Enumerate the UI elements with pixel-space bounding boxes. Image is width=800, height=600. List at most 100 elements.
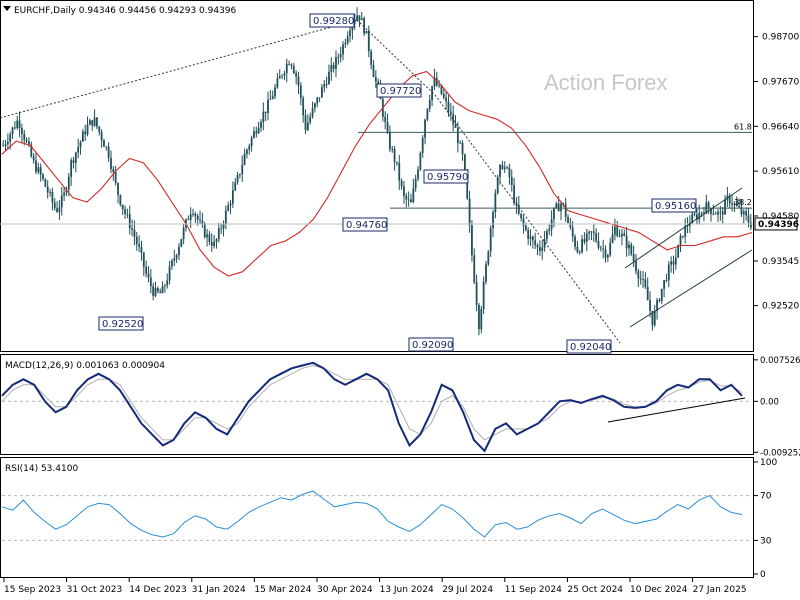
date-tick-label: 15 Mar 2024: [254, 585, 311, 595]
candle-body: [318, 97, 321, 99]
candle-body: [35, 160, 37, 172]
candle-body: [461, 142, 464, 155]
candle-body: [37, 167, 40, 172]
candle-body: [23, 133, 26, 140]
candle-body: [431, 86, 433, 101]
candle-body: [421, 137, 424, 154]
price-label-text: 0.99280: [313, 16, 354, 27]
candle-body: [107, 146, 110, 158]
price-label-box: [566, 339, 612, 354]
candle-body: [370, 51, 373, 65]
candle-body: [180, 238, 183, 247]
candle-body: [599, 247, 602, 249]
candle-body: [283, 73, 286, 76]
candle-body: [285, 63, 288, 74]
candle-body: [365, 30, 368, 34]
candle-body: [323, 84, 326, 88]
candle-body: [628, 244, 630, 249]
candle-body: [649, 300, 651, 311]
date-tick-label: 29 Jul 2024: [442, 585, 493, 595]
candle-body: [222, 224, 225, 229]
candle-body: [274, 87, 276, 97]
candle-body: [717, 211, 719, 215]
candle-body: [248, 146, 251, 150]
candle-body: [156, 288, 159, 292]
candle-body: [609, 242, 612, 256]
candle-body: [103, 140, 105, 147]
header-marker-icon: [3, 6, 11, 11]
candle-body: [435, 77, 438, 86]
candle-body: [672, 261, 675, 265]
candle-body: [166, 280, 169, 286]
moving-average-line: [1, 70, 753, 277]
rsi-tick-label: 30: [760, 536, 772, 546]
candle-body: [623, 233, 626, 236]
candle-body: [313, 103, 316, 109]
candle-body: [478, 304, 480, 330]
price-label-text: 0.92040: [570, 342, 611, 353]
candle-body: [731, 203, 733, 205]
candle-body: [475, 282, 478, 305]
price-label-box: [342, 217, 388, 232]
candle-body: [388, 131, 391, 150]
candle-body: [135, 236, 138, 245]
candle-body: [564, 203, 567, 217]
main-panel-frame: [0, 0, 754, 352]
candle-body: [84, 131, 87, 135]
candle-body: [114, 171, 117, 184]
candle-body: [576, 246, 579, 253]
candle-body: [419, 153, 422, 170]
candle-body: [396, 161, 398, 163]
candle-body: [482, 281, 485, 310]
candle-body: [281, 75, 283, 77]
candle-body: [96, 117, 98, 127]
candle-body: [374, 76, 377, 82]
candle-body: [745, 211, 748, 216]
candle-body: [583, 239, 586, 242]
candle-body: [110, 157, 112, 170]
candle-body: [257, 127, 260, 134]
candle-body: [86, 124, 89, 135]
candle-body: [51, 191, 54, 203]
candle-body: [60, 195, 63, 208]
candle-body: [714, 213, 717, 215]
candle-body: [321, 87, 323, 98]
candle-body: [442, 94, 445, 98]
candle-body: [63, 192, 66, 196]
price-label-box: [98, 316, 144, 331]
candle-body: [569, 222, 572, 228]
candle-body: [231, 190, 234, 204]
macd-tick-label: 0.00: [760, 397, 779, 407]
price-label-box: [651, 198, 697, 213]
current-price-tag-text: 0.94396: [758, 220, 799, 230]
candle-body: [288, 63, 291, 65]
date-tick-label: 31 Oct 2023: [67, 585, 123, 595]
candle-body: [70, 160, 73, 177]
candle-body: [688, 222, 691, 227]
candle-body: [335, 57, 337, 69]
candle-body: [438, 85, 441, 86]
candle-body: [471, 225, 473, 256]
candle-body: [630, 244, 633, 255]
price-label-box: [408, 337, 454, 352]
price-label-text: 0.92520: [102, 319, 143, 330]
candle-body: [487, 251, 490, 265]
candle-body: [663, 280, 666, 289]
candle-body: [152, 286, 155, 296]
candle-body: [18, 120, 21, 128]
candle-body: [611, 234, 614, 243]
candle-body: [346, 36, 349, 44]
candle-body: [735, 203, 738, 206]
candle-body: [28, 141, 30, 145]
rsi-panel-frame: [0, 457, 754, 578]
candle-body: [473, 255, 476, 283]
macd-tick-label: 0.007526: [760, 356, 800, 366]
candle-body: [271, 96, 274, 99]
candle-body: [246, 149, 248, 154]
candle-body: [410, 199, 412, 203]
candle-body: [6, 141, 9, 145]
candle-body: [510, 177, 513, 186]
candle-body: [452, 113, 455, 125]
candle-body: [100, 132, 103, 141]
